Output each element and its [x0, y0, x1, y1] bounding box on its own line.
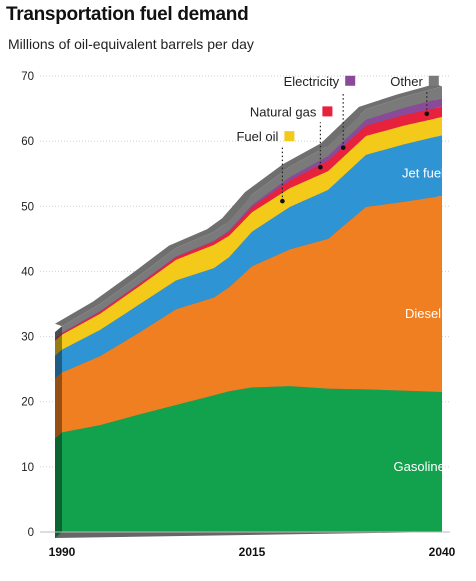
leader-dot-fuel-oil: [280, 198, 285, 204]
leader-dot-electricity: [340, 145, 346, 150]
y-tick-label: 20: [21, 397, 34, 409]
swatch-electricity: [345, 75, 356, 86]
y-tick-label: 70: [21, 71, 34, 83]
chart-title: Transportation fuel demand: [6, 4, 249, 25]
x-tick-label: 2040: [429, 545, 456, 559]
area-gasoline: [62, 386, 442, 532]
y-tick-label: 50: [21, 201, 34, 213]
side-face-diesel: [55, 372, 62, 439]
area-fuel-oil: [62, 117, 442, 350]
area-other: [62, 86, 442, 333]
callout-other: Other: [390, 74, 423, 89]
y-tick-label: 60: [21, 136, 34, 148]
chart-subtitle: Millions of oil-equivalent barrels per d…: [8, 36, 254, 52]
side-face-other: [55, 326, 62, 339]
y-tick-label: 30: [21, 332, 34, 344]
label-jet-fuel: Jet fuel: [402, 166, 444, 181]
leader-dot-other: [424, 111, 430, 117]
area-diesel: [62, 195, 442, 433]
x-tick-label: 1990: [49, 545, 76, 559]
swatch-fuel-oil: [284, 131, 295, 142]
side-face-natural-gas: [55, 333, 62, 341]
side-face-fuel-oil: [55, 334, 62, 356]
side-face-electricity: [55, 332, 62, 340]
area-jet-fuel: [62, 135, 442, 373]
swatch-other: [428, 75, 439, 86]
swatch-natural-gas: [322, 106, 333, 117]
y-tick-label: 10: [21, 462, 34, 474]
x-tick-label: 2015: [239, 545, 266, 559]
top-face: [55, 84, 442, 327]
side-face-jet-fuel: [55, 349, 62, 379]
leader-dot-natural-gas: [318, 164, 323, 170]
callout-natural-gas: Natural gas: [250, 104, 317, 119]
label-gasoline: Gasoline: [394, 459, 445, 474]
callout-electricity: Electricity: [284, 74, 340, 89]
callout-fuel-oil: Fuel oil: [236, 129, 278, 144]
y-tick-label: 0: [28, 527, 34, 539]
area-natural-gas: [62, 106, 442, 335]
side-face-gasoline: [55, 432, 62, 538]
y-tick-label: 40: [21, 266, 34, 278]
label-diesel: Diesel: [405, 306, 441, 321]
